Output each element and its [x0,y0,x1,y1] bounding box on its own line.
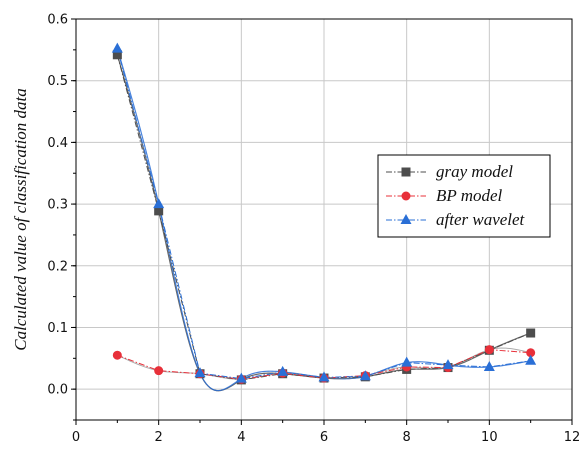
y-tick-label: 0.6 [47,13,68,28]
data-point-BP-model [154,366,164,376]
data-point-BP-model [112,350,122,360]
y-tick-label: 0.0 [47,383,68,398]
data-point-after-wavelet [442,359,454,370]
axis-ticks: 0.0 0.1 0.2 0.3 0.4 0.5 0.6 0 2 4 6 8 10 12 [47,13,580,446]
x-tick-label: 2 [155,430,163,445]
data-point-gray-model [112,50,122,60]
y-tick-label: 0.1 [47,321,68,336]
data-point-after-wavelet [194,367,206,378]
x-tick-label: 12 [564,430,581,445]
legend-label: gray model [436,162,513,181]
data-point-gray-model [154,206,164,216]
data-point-after-wavelet [483,360,495,371]
x-tick-label: 0 [72,430,80,445]
y-tick-label: 0.4 [47,136,68,151]
data-markers [111,42,537,385]
legend-marker [401,167,411,177]
legend-marker [401,191,411,201]
data-point-after-wavelet [318,371,330,382]
x-tick-label: 4 [237,430,245,445]
data-point-BP-model [484,345,494,355]
data-point-gray-model [526,328,536,338]
x-tick-label: 8 [403,430,411,445]
data-point-after-wavelet [401,356,413,367]
data-point-after-wavelet [525,354,537,365]
legend-label: after wavelet [436,210,526,229]
legend-marker [400,214,412,224]
legend-label: BP model [436,186,503,205]
data-point-after-wavelet [153,198,165,209]
data-point-BP-model [526,348,536,358]
x-tick-label: 6 [320,430,328,445]
data-point-after-wavelet [111,42,123,53]
y-tick-label: 0.2 [47,259,68,274]
legend: gray model BP model after wavelet [377,154,551,238]
data-point-after-wavelet [277,365,289,376]
y-tick-label: 0.5 [47,74,68,89]
x-tick-label: 10 [481,430,498,445]
data-point-after-wavelet [359,370,371,381]
y-tick-label: 0.3 [47,198,68,213]
series-line-gray-model [116,54,531,381]
data-point-after-wavelet [235,372,247,383]
y-axis-label: Calculated value of classification data [11,88,30,351]
